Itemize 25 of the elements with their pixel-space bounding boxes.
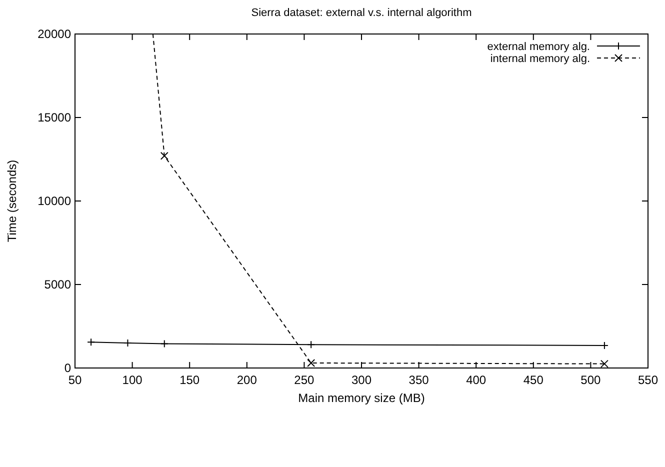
x-tick-label: 100	[122, 373, 143, 387]
point	[160, 152, 168, 160]
x-tick-label: 500	[580, 373, 602, 387]
point	[307, 358, 316, 367]
x-tick-label: 250	[294, 373, 315, 387]
x-tick-label: 300	[351, 373, 372, 387]
x-tick-label: 200	[236, 373, 258, 387]
point	[87, 338, 96, 346]
y-tick-label: 15000	[38, 110, 72, 124]
y-axis-title: Time (seconds)	[5, 160, 19, 242]
x-tick-label: 400	[466, 373, 486, 387]
y-tick-label: 20000	[38, 27, 72, 41]
point	[600, 360, 608, 368]
x-tick-label: 50	[68, 373, 82, 387]
y-tick-label: 10000	[38, 194, 72, 208]
chart-title: Sierra dataset: external v.s. internal algorithm	[251, 7, 472, 19]
legend-label: internal memory alg.	[490, 53, 590, 65]
x-tick-label: 150	[180, 373, 200, 387]
x-tick-label: 350	[408, 373, 430, 387]
y-tick-label: 5000	[44, 278, 72, 292]
x-axis-title: Main memory size (MB)	[298, 391, 425, 405]
x-tick-label: 450	[523, 373, 544, 387]
legend-label: external memory alg.	[487, 41, 590, 53]
x-tick-label: 550	[638, 373, 658, 387]
y-tick-label: 0	[64, 361, 72, 375]
